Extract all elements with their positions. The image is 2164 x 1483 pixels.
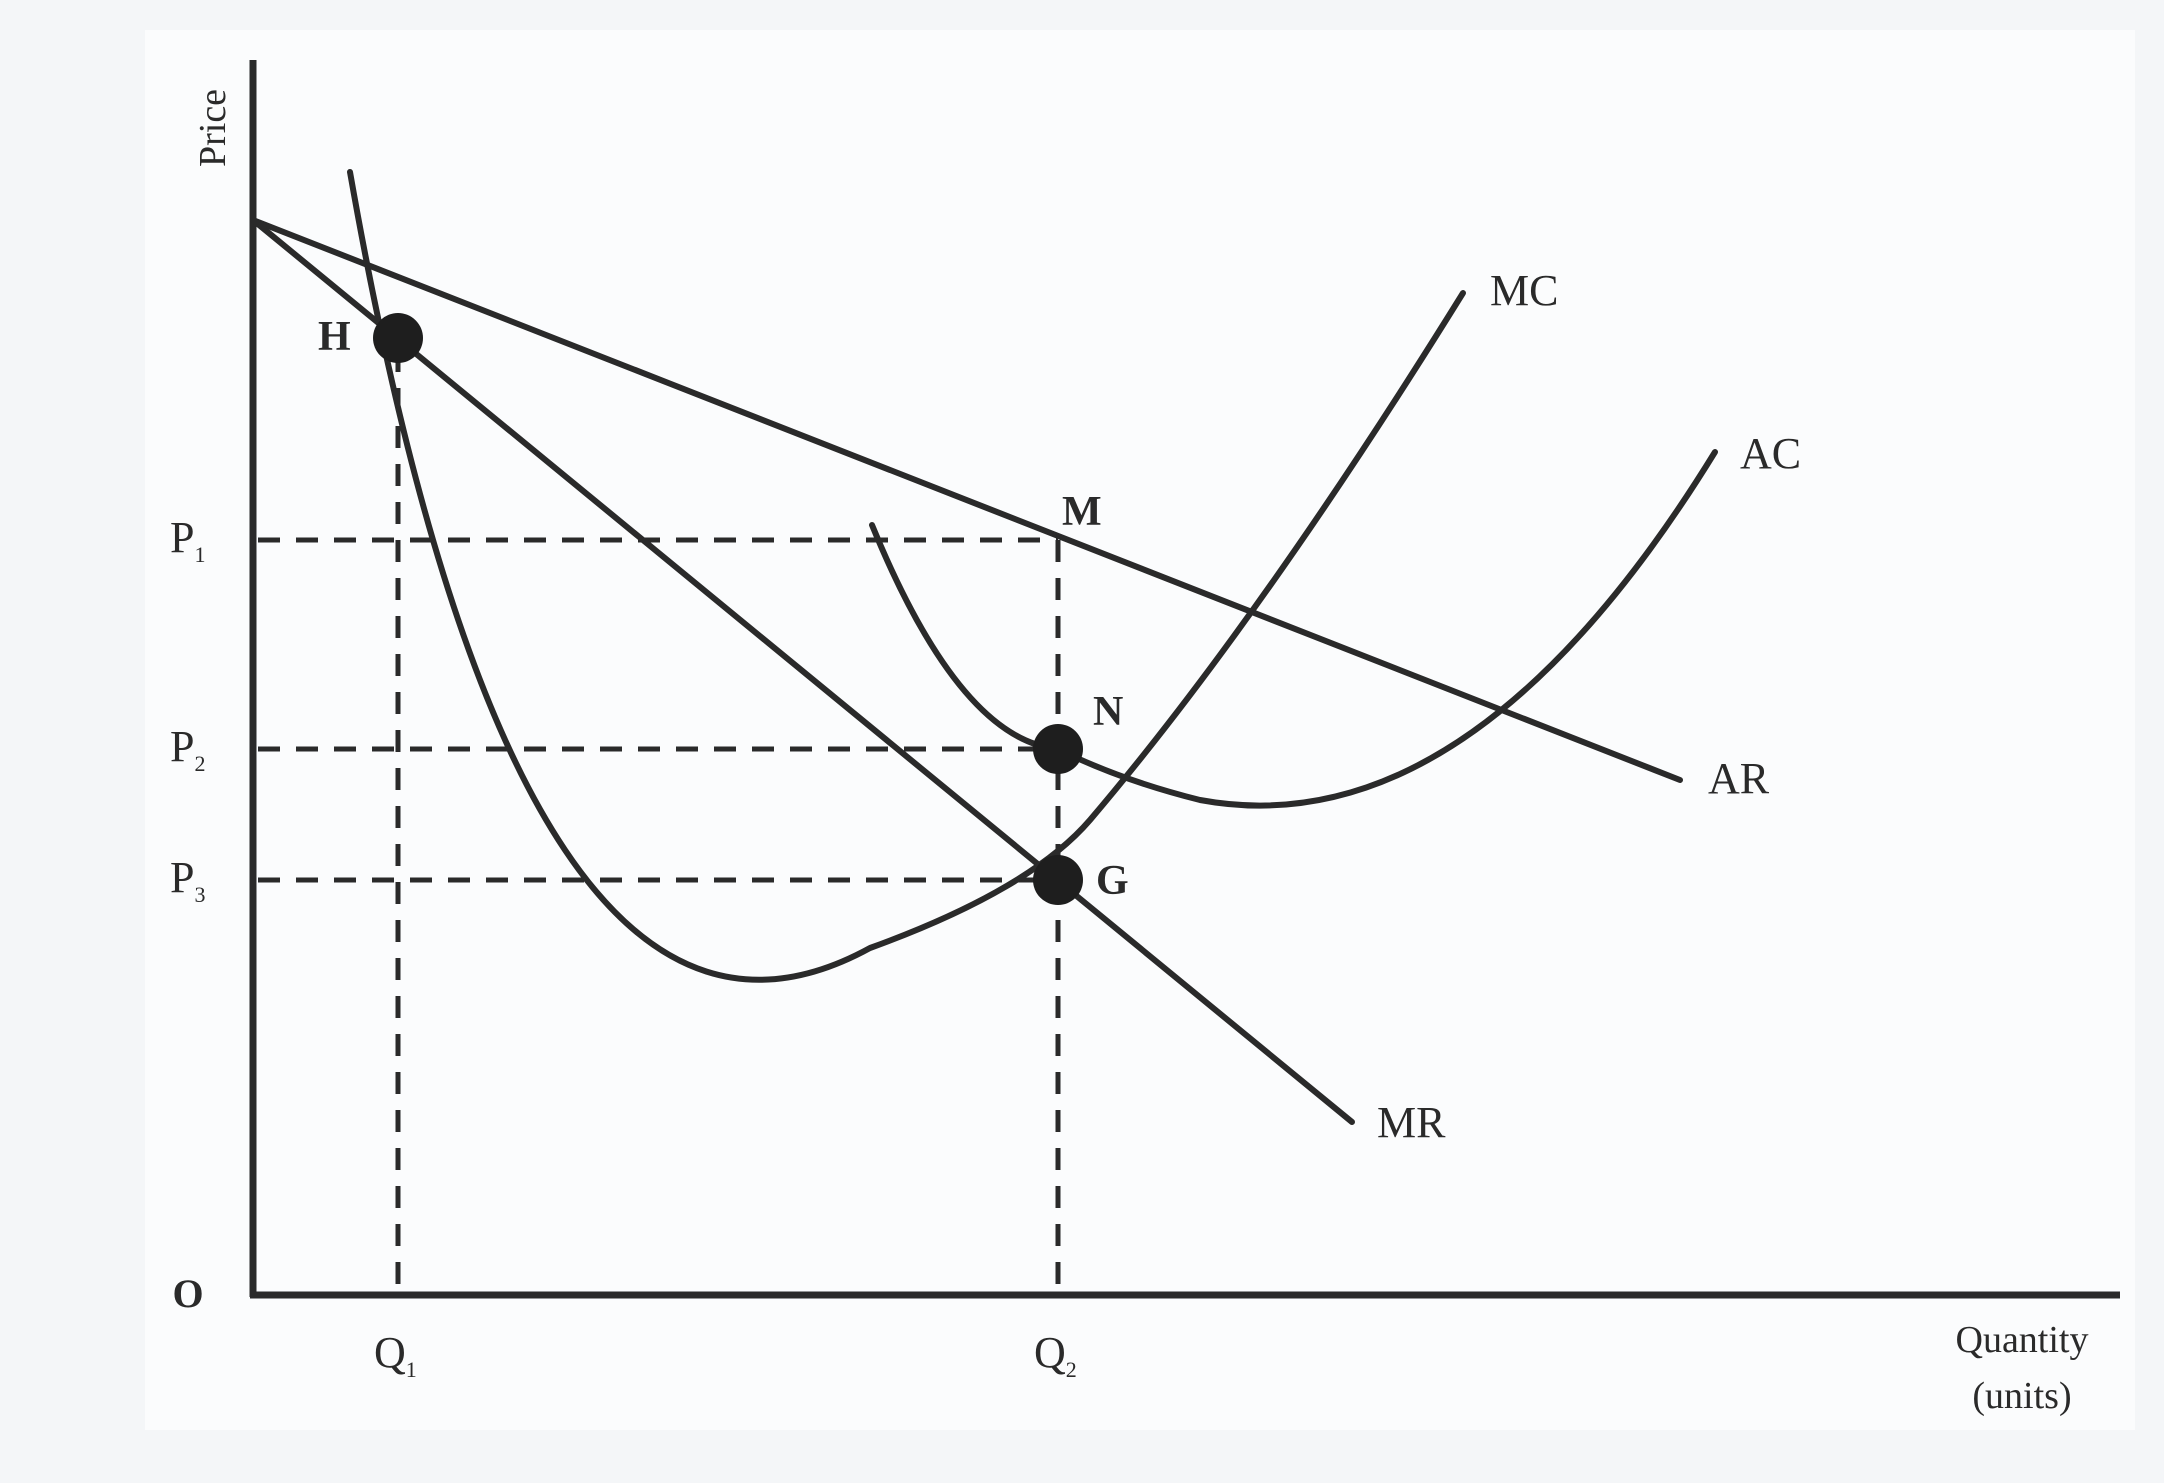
point-n-marker	[1033, 724, 1083, 774]
point-m-label: M	[1062, 489, 1102, 535]
x-axis-label-line2: (units)	[1972, 1375, 2071, 1417]
mr-curve	[250, 217, 1355, 1125]
quantity-label-q2: Q2	[1034, 1328, 1077, 1382]
diagram-panel	[145, 30, 2135, 1430]
price-label-p1: P1	[170, 513, 205, 567]
y-axis-label: Price	[192, 89, 234, 167]
ac-curve	[869, 449, 1718, 809]
point-n-label: N	[1093, 689, 1123, 735]
ar-curve-label: AR	[1708, 754, 1770, 803]
mc-curve-label: MC	[1490, 266, 1558, 315]
ar-curve	[250, 217, 1683, 783]
point-h-label: H	[318, 314, 351, 360]
mr-curve-label: MR	[1377, 1098, 1446, 1147]
x-axis-label-line1: Quantity	[1956, 1319, 2089, 1361]
point-g-marker	[1033, 855, 1083, 905]
point-g-label: G	[1096, 858, 1129, 904]
point-h-marker	[373, 313, 423, 363]
origin-label: O	[172, 1271, 203, 1316]
quantity-label-q1: Q1	[374, 1328, 417, 1382]
mc-curve	[347, 169, 1466, 983]
ac-curve-label: AC	[1740, 429, 1801, 478]
price-label-p2: P2	[170, 722, 205, 776]
price-label-p3: P3	[170, 853, 205, 907]
